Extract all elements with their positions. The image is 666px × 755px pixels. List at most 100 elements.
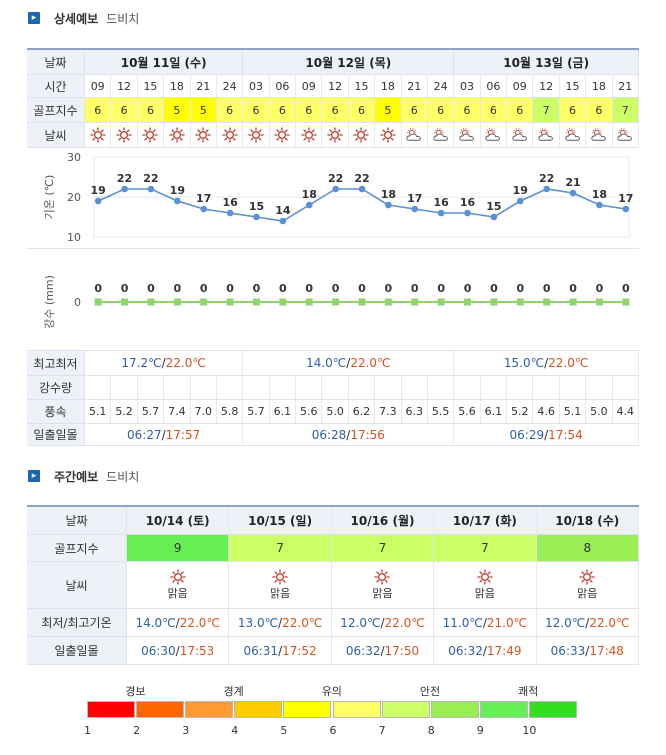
time-cell: 09 bbox=[85, 75, 112, 97]
time-cell: 03 bbox=[243, 75, 270, 97]
time-cell: 12 bbox=[322, 75, 349, 97]
time-value: 24 bbox=[433, 79, 448, 93]
wind-value: 5.7 bbox=[247, 405, 265, 418]
weekly-temp-row: 최저/최고기온 14.0℃/22.0℃ 13.0℃/22.0℃ 12.0℃/22.0… bbox=[27, 609, 639, 637]
time-value: 21 bbox=[196, 79, 211, 93]
temp-data-label: 14 bbox=[275, 204, 291, 217]
date-row: 날짜 10월 11일 (수) 10월 12일 (목) 10월 13일 (금) bbox=[27, 50, 639, 75]
legend-group-label: 안전 bbox=[419, 685, 441, 698]
time-cell: 24 bbox=[217, 75, 244, 97]
rain-point bbox=[595, 298, 603, 306]
rain-point bbox=[226, 298, 234, 306]
sun-icon bbox=[169, 127, 185, 143]
weather-cell bbox=[217, 123, 244, 147]
wind-cell: 6.1 bbox=[481, 400, 508, 423]
temp-point bbox=[543, 185, 550, 193]
golf-index-value: 6 bbox=[357, 103, 365, 117]
sun-icon bbox=[374, 569, 391, 585]
temp-point bbox=[622, 205, 630, 213]
golf-index-value: 6 bbox=[463, 103, 471, 117]
precip-cell bbox=[217, 376, 244, 399]
temp-axis-label: 기온 (℃) bbox=[43, 175, 56, 220]
weather-cell bbox=[507, 123, 534, 147]
sunset-time: 17:52 bbox=[282, 643, 317, 658]
golf-index-value: 6 bbox=[489, 103, 497, 117]
golf-index-value: 6 bbox=[120, 103, 128, 117]
weather-text: 맑음 bbox=[577, 587, 598, 600]
wind-value: 5.5 bbox=[431, 405, 450, 418]
weather-cell bbox=[586, 123, 613, 147]
weekly-temp-cell: 11.0℃/21.0℃ bbox=[434, 609, 537, 636]
golf-index-value: 6 bbox=[437, 103, 445, 117]
weekly-date: 10/14 (토) bbox=[145, 514, 210, 528]
max-temp: 22.0℃ bbox=[350, 356, 391, 370]
legend-group-label: 쾌적 bbox=[518, 685, 539, 698]
weekly-weather-cell: 맑음 bbox=[127, 562, 230, 608]
weather-cell bbox=[454, 123, 481, 147]
weather-cell bbox=[533, 123, 560, 147]
rain-data-label: 0 bbox=[490, 282, 498, 295]
sun-icon bbox=[116, 127, 132, 143]
sun-icon bbox=[274, 127, 291, 143]
wind-cell: 5.6 bbox=[454, 400, 481, 423]
precip-label: 강수량 bbox=[27, 376, 85, 399]
temp-data-label: 17 bbox=[196, 192, 211, 205]
sun-icon bbox=[195, 127, 211, 143]
golf-index-cell: 6 bbox=[454, 98, 481, 122]
weekly-golf-value: 9 bbox=[173, 541, 182, 555]
legend-color-box bbox=[185, 701, 234, 718]
detail-forecast-table: 날짜 10월 11일 (수) 10월 12일 (목) 10월 13일 (금) 시간 … bbox=[27, 48, 639, 446]
wind-cell: 7.3 bbox=[375, 400, 402, 423]
wind-value: 6.2 bbox=[352, 405, 371, 418]
time-cell: 15 bbox=[349, 75, 376, 97]
wind-value: 6.3 bbox=[405, 405, 424, 418]
temp-separator: / bbox=[346, 356, 351, 370]
minmax-label: 최고최저 bbox=[27, 351, 85, 375]
temp-data-label: 19 bbox=[513, 184, 528, 197]
weekly-date-cell: 10/14 (토) bbox=[127, 507, 230, 534]
wind-value: 5.6 bbox=[458, 405, 476, 418]
max-temp: 22.0℃ bbox=[179, 615, 220, 630]
chevron-right-icon: ▸ bbox=[28, 12, 40, 24]
weather-cell bbox=[243, 123, 270, 147]
wind-cell: 7.4 bbox=[164, 400, 191, 423]
wind-value: 6.1 bbox=[273, 405, 292, 418]
wind-cell: 4.4 bbox=[613, 400, 639, 423]
weekly-place-name: 드비치 bbox=[106, 469, 140, 484]
sun-icon bbox=[90, 127, 106, 143]
wind-cell: 5.1 bbox=[560, 400, 587, 423]
rain-data-label: 0 bbox=[174, 282, 182, 295]
weekly-sun-cell: 06:30/17:53 bbox=[127, 637, 230, 664]
wind-value: 5.2 bbox=[115, 405, 133, 418]
precip-cell bbox=[322, 376, 349, 399]
time-cell: 21 bbox=[613, 75, 639, 97]
temp-data-label: 18 bbox=[592, 188, 607, 201]
wind-cell: 6.1 bbox=[270, 400, 297, 423]
weekly-sun-row: 일출일몰 06:30/17:53 06:31/17:52 06:32/17:50 06… bbox=[27, 637, 639, 665]
cloud-icon bbox=[617, 128, 633, 141]
time-cell: 24 bbox=[428, 75, 455, 97]
golf-index-cell: 6 bbox=[243, 98, 270, 122]
time-separator: / bbox=[585, 643, 590, 658]
legend-group-label: 유의 bbox=[321, 685, 342, 698]
time-separator: / bbox=[175, 643, 180, 658]
min-temp: 17.2℃ bbox=[121, 356, 162, 370]
time-value: 18 bbox=[169, 79, 184, 93]
time-value: 09 bbox=[90, 79, 105, 93]
temp-point bbox=[358, 185, 366, 193]
temp-tick-label: 10 bbox=[67, 231, 81, 244]
golf-index-cell: 5 bbox=[375, 98, 402, 122]
time-separator: / bbox=[346, 427, 351, 442]
time-cell: 21 bbox=[402, 75, 428, 97]
weekly-date: 10/16 (월) bbox=[350, 514, 415, 528]
golf-index-value: 5 bbox=[384, 103, 392, 117]
time-value: 12 bbox=[539, 79, 554, 93]
time-row: 시간 09 12 15 18 21 24 03 06 09 12 15 18 21 24 03 06 09 12 1… bbox=[27, 75, 639, 98]
temp-data-label: 15 bbox=[486, 200, 501, 213]
weekly-weather-cell: 맑음 bbox=[434, 562, 537, 608]
rain-data-label: 0 bbox=[332, 282, 340, 295]
min-temp: 14.0℃ bbox=[135, 615, 176, 630]
weekly-temp-cell: 14.0℃/22.0℃ bbox=[127, 609, 230, 636]
temp-point bbox=[490, 213, 498, 221]
golf-index-value: 6 bbox=[278, 103, 286, 117]
